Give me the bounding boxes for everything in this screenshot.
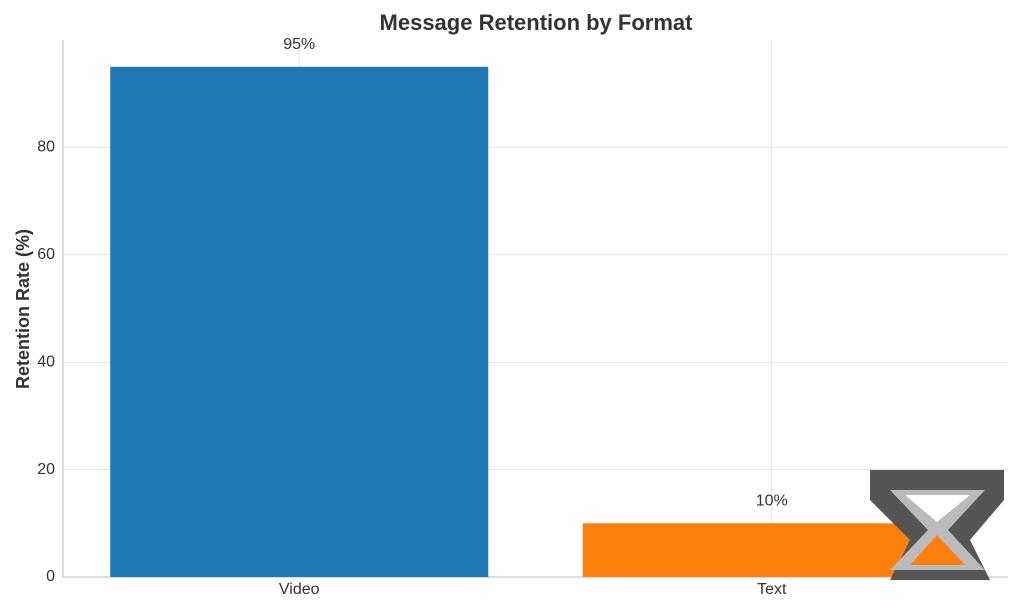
watermark-logo — [870, 470, 1004, 580]
y-tick-label: 80 — [37, 139, 55, 156]
y-tick-label: 0 — [46, 568, 55, 585]
x-tick-label: Video — [279, 581, 320, 598]
x-tick-label: Text — [757, 581, 787, 598]
y-tick-label: 60 — [37, 246, 55, 263]
value-label: 10% — [756, 493, 788, 510]
y-tick-label: 20 — [37, 461, 55, 478]
y-axis-label: Retention Rate (%) — [13, 229, 33, 389]
value-label: 95% — [283, 36, 315, 53]
bar — [110, 66, 489, 577]
chart-title: Message Retention by Format — [380, 10, 694, 35]
y-tick-label: 40 — [37, 353, 55, 370]
